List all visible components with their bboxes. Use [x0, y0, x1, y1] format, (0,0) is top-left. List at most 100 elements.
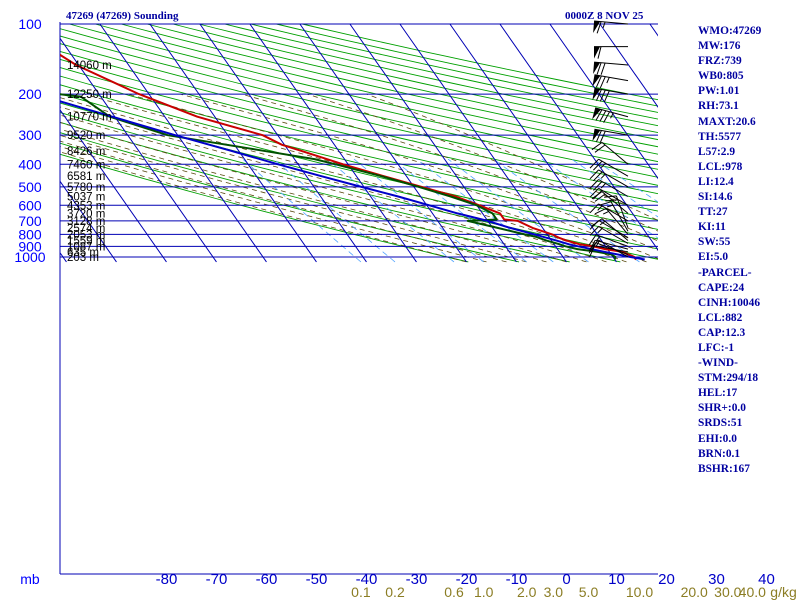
mixing-ratio-line — [571, 158, 658, 218]
index-item: EI:5.0 — [698, 251, 729, 264]
wind-barb-staff — [601, 191, 629, 214]
wind-barb-flag — [596, 21, 602, 34]
index-item: SW:55 — [698, 236, 731, 249]
wind-barb-pennant — [593, 21, 601, 33]
height-label: 1559 m — [67, 236, 105, 248]
wind-barb-pennant — [592, 129, 601, 142]
dry-adiabat — [60, 58, 658, 203]
index-item: HEL:17 — [698, 387, 738, 400]
dry-adiabat — [60, 75, 658, 221]
mixing-ratio-tick-label: 0.1 — [351, 584, 371, 600]
wind-barb-flag — [603, 111, 611, 123]
height-label: 5780 m — [67, 182, 105, 194]
dry-adiabat — [302, 23, 658, 101]
wind-barb-staff — [595, 234, 629, 247]
mixing-ratio-tick-label: 1.0 — [474, 584, 494, 600]
dry-adiabats — [60, 23, 658, 263]
temperature-tick-label: 40 — [758, 571, 775, 588]
wind-barb — [593, 46, 629, 59]
index-item: MAXT:20.6 — [698, 115, 756, 128]
temperature-tick-label: 20 — [658, 571, 675, 588]
wind-barb-flag — [589, 179, 599, 189]
wind-barb-staff — [594, 20, 629, 25]
wind-barb — [589, 203, 629, 222]
moist-adiabat — [241, 93, 658, 242]
temperature-tick-label: -80 — [156, 571, 178, 588]
wind-barb — [593, 20, 629, 34]
temperature-tick-label: -50 — [306, 571, 328, 588]
wind-barb-flag — [605, 199, 618, 202]
wind-barb-half-flag — [602, 21, 606, 28]
height-label: 10770 m — [67, 112, 112, 124]
temperature-tick-label: 30 — [708, 571, 725, 588]
index-item: LCL:978 — [698, 160, 743, 173]
wind-barb-staff — [605, 208, 629, 235]
dry-adiabat — [60, 67, 658, 212]
index-item: FRZ:739 — [698, 55, 742, 68]
index-item: L57:2.9 — [698, 145, 736, 158]
mixing-ratio-unit-label: g/kg — [770, 584, 796, 600]
wind-barb-half-flag — [602, 210, 609, 215]
dry-adiabat — [146, 23, 658, 141]
wind-barb-flag — [597, 46, 602, 59]
wind-barb-staff — [598, 169, 629, 188]
dry-adiabat — [172, 23, 658, 134]
pressure-tick-label: 700 — [18, 213, 42, 229]
wind-barb-half-flag — [595, 235, 601, 242]
mixing-ratio-line — [541, 158, 658, 239]
mixing-ratio-tick-label: 10.0 — [626, 584, 653, 600]
pressure-tick-label: 400 — [18, 156, 42, 172]
mixing-ratio-tick-label: 30.0 — [714, 584, 741, 600]
isotherm — [149, 23, 317, 263]
moist-adiabat — [60, 140, 507, 263]
index-item: LCL:882 — [698, 311, 743, 324]
wind-barb — [589, 245, 629, 258]
temperature-tick-label: -40 — [356, 571, 378, 588]
wind-barb-half-flag — [595, 241, 600, 248]
index-item: CAP:12.3 — [698, 326, 746, 339]
isotherm — [449, 23, 617, 263]
pressure-tick-label: 1000 — [14, 249, 45, 265]
dry-adiabat — [224, 23, 658, 120]
wind-barb-staff — [595, 107, 629, 118]
wind-barb-flag — [593, 181, 603, 191]
isotherm — [60, 108, 167, 263]
mixing-ratio-tick-label: 20.0 — [681, 584, 708, 600]
wind-barb-flag — [589, 169, 599, 180]
dry-adiabat — [276, 23, 658, 107]
wind-barb-flag — [591, 141, 603, 151]
height-label: 14060 m — [67, 60, 112, 72]
moist-adiabat — [366, 93, 658, 221]
isotherm — [299, 23, 467, 263]
wind-barb — [593, 61, 629, 75]
height-label: 5037 m — [67, 192, 105, 204]
mixing-ratio-line — [592, 158, 658, 203]
dry-adiabat — [60, 93, 658, 240]
dry-adiabat — [198, 23, 658, 127]
wind-barb-staff — [595, 239, 629, 250]
wind-barb — [588, 234, 629, 247]
wind-barb-pennant — [592, 88, 601, 101]
height-label: 635 m — [67, 247, 99, 259]
height-label: 8426 m — [67, 146, 105, 158]
index-item: BSHR:167 — [698, 462, 750, 475]
wind-barb-pennant — [592, 107, 601, 120]
index-item: PW:1.01 — [698, 85, 740, 98]
index-item: KI:11 — [698, 221, 726, 234]
mixing-ratio-axis: 0.1 0.2 0.6 1.0 2.0 3.0 5.0 10.0 20.0 30.040.0 g/k… — [351, 584, 797, 600]
wind-barb-half-flag — [610, 112, 614, 119]
moist-adiabat — [84, 93, 647, 263]
wind-barb-half-flag — [597, 205, 603, 211]
isotherm — [199, 23, 367, 263]
pressure-tick-label: 100 — [18, 16, 42, 32]
height-label: 7460 m — [67, 159, 105, 171]
wind-barb-flag — [599, 130, 606, 143]
wind-barb-flag — [589, 203, 599, 214]
wind-barb-flag — [594, 193, 606, 202]
wind-barb-staff — [598, 203, 629, 222]
wind-barb-staff — [615, 195, 629, 229]
wind-barb-flag — [593, 160, 603, 171]
wind-barb-flag — [596, 62, 602, 75]
index-item: SHR+:0.0 — [698, 402, 746, 415]
